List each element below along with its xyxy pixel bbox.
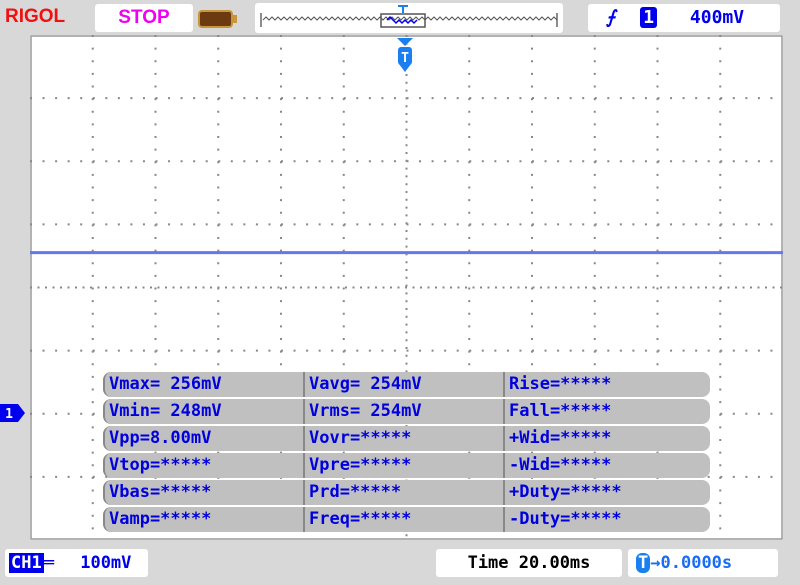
trigger-offset[interactable]: T →0.0000s	[628, 549, 778, 577]
measurement-value: +Wid=*****	[503, 426, 710, 451]
channel1-offset-marker[interactable]: 1	[0, 404, 26, 422]
measurement-value: Freq=*****	[303, 507, 503, 532]
channel-label: CH1	[9, 553, 44, 573]
measurement-value: -Wid=*****	[503, 453, 710, 478]
trigger-level: 400mV	[689, 7, 745, 28]
measurement-value: Vtop=*****	[103, 453, 303, 478]
measurement-value: Vpp=8.00mV	[103, 426, 303, 451]
run-status[interactable]: STOP	[95, 4, 193, 32]
measurement-row: Vtop=***** Vpre=***** -Wid=*****	[103, 453, 710, 478]
measurement-row: Vbas=***** Prd=***** +Duty=*****	[103, 480, 710, 505]
trigger-status[interactable]: ⨍ 1 400mV	[588, 4, 780, 32]
svg-text:1: 1	[5, 407, 13, 422]
rising-edge-icon: ⨍	[606, 7, 616, 28]
trigger-position-marker[interactable]: T	[396, 38, 414, 72]
trigger-offset-value: 0.0000s	[660, 553, 733, 573]
trigger-channel: 1	[640, 7, 658, 28]
measurement-value: Prd=*****	[303, 480, 503, 505]
vertical-scale: 100mV	[80, 553, 132, 573]
measurement-value: Vrms= 254mV	[303, 399, 503, 424]
measurement-value: Vamp=*****	[103, 507, 303, 532]
measurement-value: +Duty=*****	[503, 480, 710, 505]
memory-depth-icon	[198, 10, 237, 28]
trigger-marker-icon: T	[636, 553, 651, 573]
measurement-value: Vovr=*****	[303, 426, 503, 451]
measurement-row: Vmin= 248mV Vrms= 254mV Fall=*****	[103, 399, 710, 424]
measurement-value: Vpre=*****	[303, 453, 503, 478]
measurement-value: Vavg= 254mV	[303, 372, 503, 397]
measurement-table: Vmax= 256mV Vavg= 254mV Rise=***** Vmin= 24…	[103, 372, 710, 534]
measurement-value: -Duty=*****	[503, 507, 710, 532]
measurement-value: Vbas=*****	[103, 480, 303, 505]
memory-position-bar[interactable]	[255, 3, 563, 33]
measurement-value: Vmax= 256mV	[103, 372, 303, 397]
measurement-value: Fall=*****	[503, 399, 710, 424]
measurement-row: Vpp=8.00mV Vovr=***** +Wid=*****	[103, 426, 710, 451]
measurement-value: Vmin= 248mV	[103, 399, 303, 424]
measurement-row: Vmax= 256mV Vavg= 254mV Rise=*****	[103, 372, 710, 397]
arrow-icon: →	[650, 553, 661, 573]
brand-logo: RIGOL	[5, 6, 66, 27]
measurement-value: Rise=*****	[503, 372, 710, 397]
measurement-row: Vamp=***** Freq=***** -Duty=*****	[103, 507, 710, 532]
svg-text:T: T	[401, 51, 409, 66]
channel1-scale[interactable]: CH1 ═ 100mV	[5, 549, 148, 577]
timebase[interactable]: Time 20.00ms	[436, 549, 622, 577]
